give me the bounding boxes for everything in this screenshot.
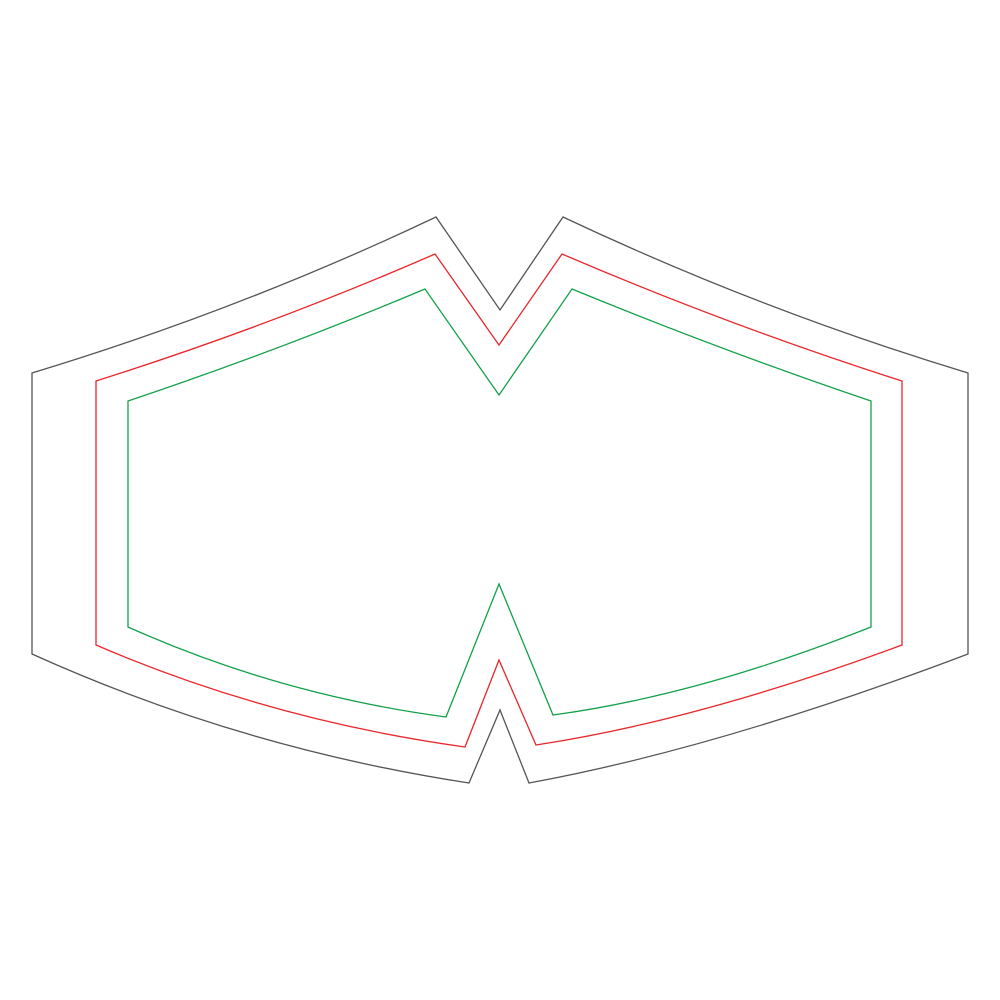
middle-bleed-line: [95, 253, 903, 748]
inner-safe-line: [127, 288, 872, 718]
outer-cut-line: [31, 216, 969, 784]
